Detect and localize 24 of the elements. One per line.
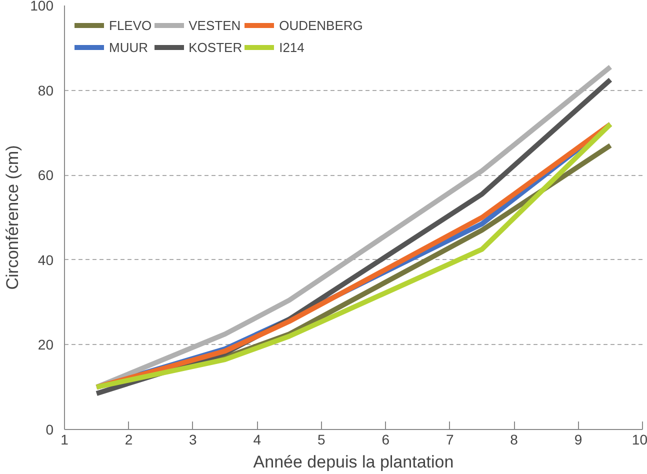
x-tick-label: 4	[253, 432, 262, 448]
y-tick-label: 40	[38, 252, 54, 268]
legend-label: MUUR	[109, 40, 148, 54]
x-tick-label: 9	[574, 432, 582, 448]
y-tick-label: 0	[46, 422, 54, 438]
x-tick-label: 3	[189, 432, 198, 448]
y-tick-label: 100	[30, 0, 54, 14]
legend-label: OUDENBERG	[279, 18, 363, 32]
y-axis-title: Circonférence (cm)	[3, 145, 22, 290]
x-tick-label: 10	[632, 432, 647, 448]
x-tick-label: 2	[124, 432, 133, 448]
y-tick-label: 60	[38, 167, 54, 184]
x-tick-label: 1	[60, 432, 69, 448]
x-tick-label: 5	[317, 432, 326, 448]
x-tick-label: 6	[382, 432, 390, 448]
x-tick-label: 8	[510, 432, 518, 448]
legend-label: KOSTER	[188, 40, 242, 54]
y-tick-label: 80	[38, 82, 54, 98]
x-tick-label: 7	[446, 432, 454, 448]
x-axis-title: Année depuis la plantation	[253, 452, 454, 472]
legend-label: VESTEN	[188, 18, 241, 32]
y-tick-label: 20	[38, 336, 54, 353]
legend-label: FLEVO	[109, 18, 152, 32]
legend-label: I214	[279, 40, 304, 54]
